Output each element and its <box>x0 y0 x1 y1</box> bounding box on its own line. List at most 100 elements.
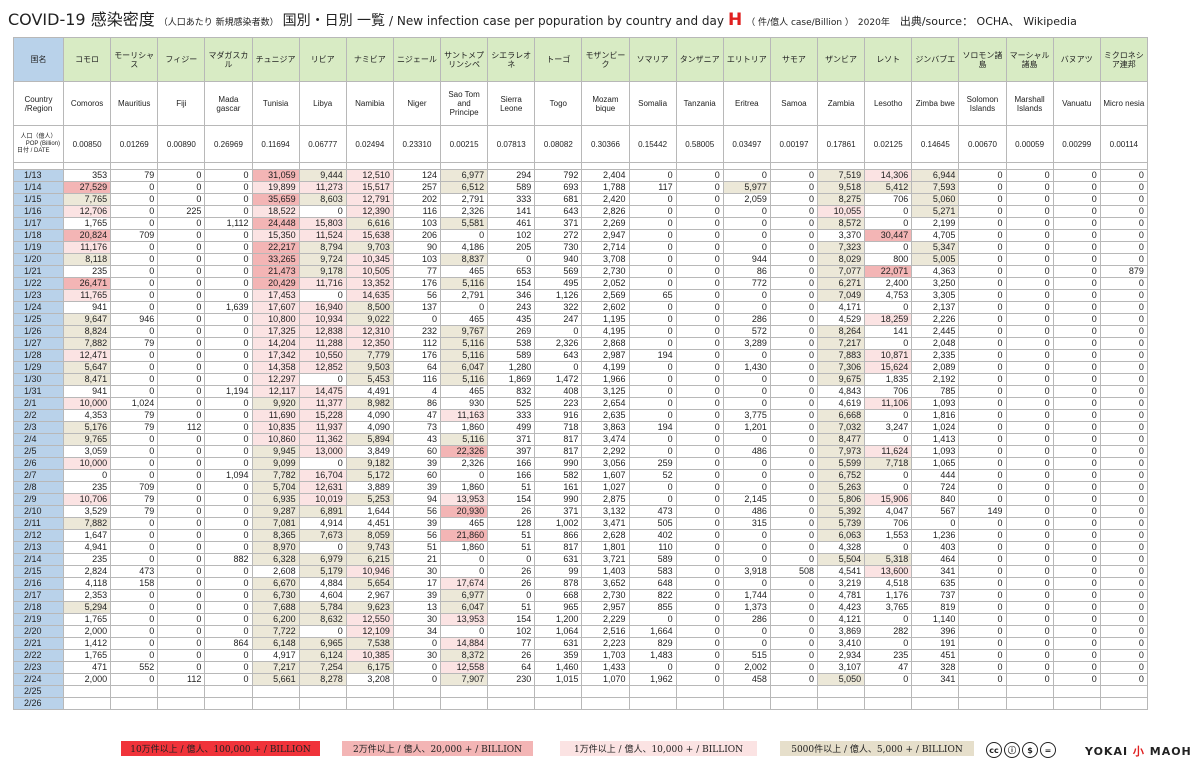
value-cell: 39 <box>392 457 442 470</box>
value-cell: 51 <box>487 529 536 542</box>
value-cell: 0 <box>628 373 677 386</box>
value-cell: 0 <box>1099 565 1148 578</box>
value-cell: 0 <box>110 541 159 554</box>
value-cell: 0 <box>864 637 913 650</box>
value-cell: 7,032 <box>816 421 866 434</box>
population-value: 0.26969 <box>204 125 253 163</box>
value-cell: 0 <box>958 577 1007 590</box>
value-cell: 6,047 <box>439 601 489 614</box>
table-row: 2/12 1,647 0 0 0 8,365 7,673 8,059 56 21,860 51 866… <box>13 529 1148 542</box>
value-cell: 225 <box>157 205 206 218</box>
value-cell: 112 <box>157 421 206 434</box>
date-cell: 2/6 <box>13 457 64 470</box>
value-cell: 0 <box>769 517 819 530</box>
value-cell: 0 <box>157 373 206 386</box>
value-cell: 0 <box>675 589 724 602</box>
value-cell: 12,791 <box>345 193 394 206</box>
value-cell: 243 <box>487 301 536 314</box>
value-cell: 0 <box>628 361 677 374</box>
country-name-jp: コモロ <box>62 37 112 82</box>
value-cell: 3,529 <box>62 505 112 518</box>
value-cell: 2,730 <box>581 265 630 278</box>
spacer-cell <box>722 162 771 170</box>
value-cell: 0 <box>157 433 206 446</box>
value-cell: 2,791 <box>439 193 489 206</box>
value-cell: 52 <box>628 469 677 482</box>
value-cell: 0 <box>157 241 206 254</box>
value-cell: 1,280 <box>487 361 536 374</box>
value-cell: 0 <box>864 205 913 218</box>
value-cell: 0 <box>204 289 253 302</box>
value-cell: 64 <box>392 361 442 374</box>
value-cell: 30,447 <box>864 229 913 242</box>
value-cell: 5,806 <box>816 493 866 506</box>
value-cell: 0 <box>769 529 819 542</box>
value-cell: 0 <box>628 661 677 674</box>
table-row: 1/24 941 0 0 1,639 17,607 16,940 8,500 137 0 243 32… <box>13 301 1148 314</box>
value-cell: 2,353 <box>62 589 112 602</box>
value-cell: 3,889 <box>345 481 394 494</box>
value-cell <box>958 697 1007 710</box>
table-row: 1/28 12,471 0 0 0 17,342 10,550 7,779 176 5,116 58… <box>13 349 1148 362</box>
date-cell: 2/19 <box>13 613 64 626</box>
spacer-cell <box>439 162 489 170</box>
value-cell: 0 <box>864 613 913 626</box>
value-cell: 0 <box>1099 409 1148 422</box>
value-cell: 916 <box>534 409 583 422</box>
value-cell: 166 <box>487 469 536 482</box>
value-cell: 4,705 <box>911 229 960 242</box>
value-cell: 0 <box>1099 289 1148 302</box>
value-cell: 21 <box>392 553 442 566</box>
value-cell: 0 <box>1099 193 1148 206</box>
value-cell: 3,918 <box>722 565 771 578</box>
date-cell: 2/3 <box>13 421 64 434</box>
value-cell: 668 <box>534 589 583 602</box>
value-cell: 5,784 <box>298 601 347 614</box>
value-cell: 20,824 <box>62 229 112 242</box>
table-row: 2/22 1,765 0 0 0 4,917 6,124 10,385 30 8,372 26 359… <box>13 649 1148 662</box>
value-cell: 0 <box>675 481 724 494</box>
value-cell: 941 <box>62 301 112 314</box>
country-name-en: Mada gascar <box>204 81 253 126</box>
value-cell: 0 <box>958 397 1007 410</box>
value-cell: 0 <box>958 589 1007 602</box>
value-cell: 5,116 <box>439 373 489 386</box>
table-row: 2/21 1,412 0 0 864 6,148 6,965 7,538 0 14,884 77 63… <box>13 637 1148 650</box>
value-cell: 0 <box>628 493 677 506</box>
value-cell: 0 <box>204 361 253 374</box>
value-cell: 0 <box>864 409 913 422</box>
value-cell: 4,541 <box>816 565 866 578</box>
value-cell: 0 <box>110 325 159 338</box>
value-cell: 0 <box>769 217 819 230</box>
value-cell: 11,716 <box>298 277 347 290</box>
date-cell: 2/22 <box>13 649 64 662</box>
value-cell: 0 <box>1052 457 1101 470</box>
date-cell: 2/17 <box>13 589 64 602</box>
value-cell: 0 <box>958 661 1007 674</box>
value-cell: 473 <box>110 565 159 578</box>
country-name-en: Mauritius <box>110 81 159 126</box>
value-cell: 6,063 <box>816 529 866 542</box>
value-cell: 6,935 <box>251 493 300 506</box>
legend-5000: 5000件以上 / 億人、5,000 + / BILLION <box>780 741 974 756</box>
value-cell: 2,048 <box>911 337 960 350</box>
value-cell: 0 <box>675 445 724 458</box>
spacer-row <box>13 162 1148 170</box>
value-cell: 0 <box>1052 409 1101 422</box>
value-cell <box>487 697 536 710</box>
value-cell: 0 <box>110 301 159 314</box>
value-cell: 499 <box>487 421 536 434</box>
value-cell: 0 <box>204 265 253 278</box>
value-cell: 9,767 <box>439 325 489 338</box>
value-cell: 0 <box>1005 337 1054 350</box>
value-cell <box>1099 685 1148 698</box>
value-cell: 0 <box>769 301 819 314</box>
value-cell: 0 <box>628 205 677 218</box>
value-cell <box>722 685 771 698</box>
value-cell: 0 <box>1099 553 1148 566</box>
value-cell: 0 <box>675 229 724 242</box>
value-cell: 0 <box>1005 517 1054 530</box>
value-cell: 0 <box>958 265 1007 278</box>
value-cell: 0 <box>1052 505 1101 518</box>
value-cell: 800 <box>864 253 913 266</box>
